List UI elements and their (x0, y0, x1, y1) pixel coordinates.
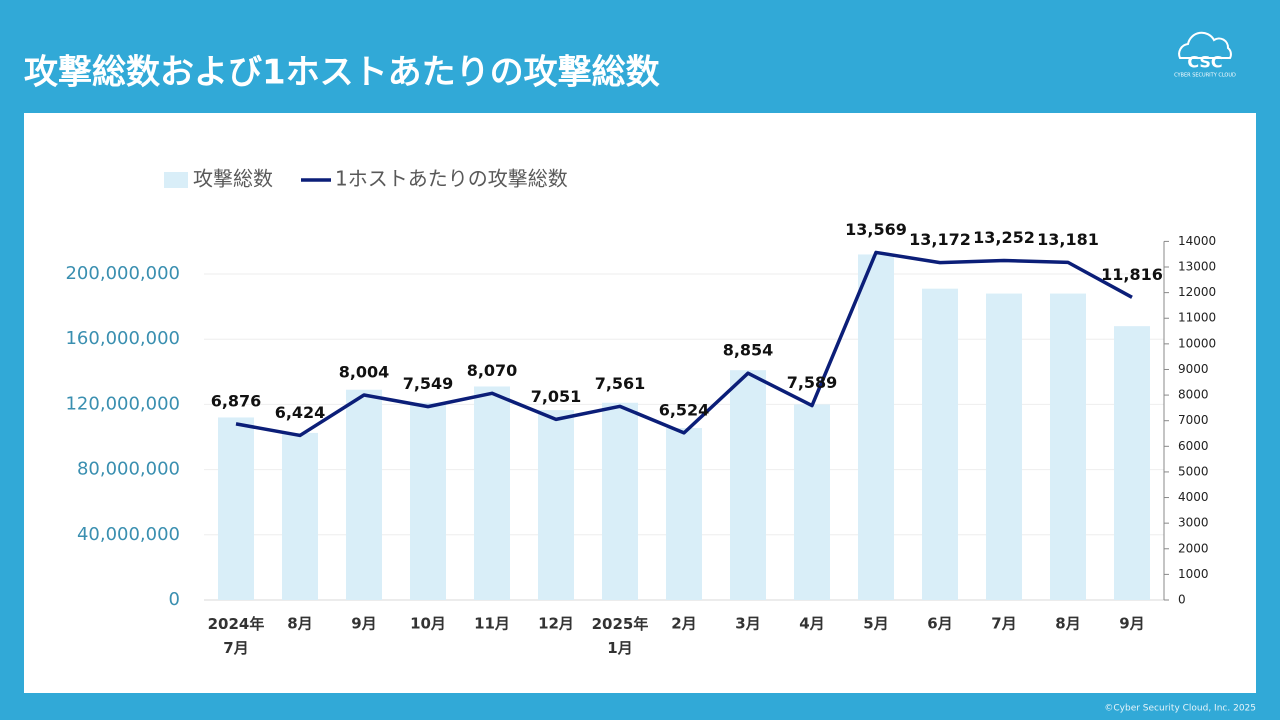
x-tick-label: 6月 (927, 615, 952, 633)
x-tick-label: 12月 (538, 615, 574, 633)
logo-text: CSC (1187, 53, 1222, 72)
y2-tick-label: 11000 (1178, 311, 1216, 325)
x-tick-label: 2025年 1月 (592, 615, 649, 657)
logo: CSC CYBER SECURITY CLOUD (1174, 31, 1236, 79)
y2-tick-label: 1000 (1178, 567, 1209, 581)
logo-subtext: CYBER SECURITY CLOUD (1174, 73, 1236, 79)
data-label: 8,004 (339, 362, 390, 381)
legend-swatch (164, 172, 188, 188)
y2-tick-label: 4000 (1178, 490, 1209, 504)
y-tick-label: 120,000,000 (65, 393, 180, 414)
x-tick-label: 11月 (474, 615, 510, 633)
bar (1114, 326, 1150, 600)
y2-tick-label: 0 (1178, 593, 1186, 607)
y2-tick-label: 3000 (1178, 516, 1209, 530)
y2-tick-label: 6000 (1178, 439, 1209, 453)
y2-tick-label: 13000 (1178, 260, 1216, 274)
x-tick-label: 2月 (671, 615, 696, 633)
y-tick-label: 80,000,000 (77, 459, 180, 480)
legend-label: 攻撃総数 (193, 167, 273, 191)
x-tick-label: 9月 (1119, 615, 1144, 633)
y2-tick-label: 14000 (1178, 234, 1216, 248)
data-label: 7,589 (787, 373, 838, 392)
x-tick-label: 9月 (351, 615, 376, 633)
y2-tick-label: 9000 (1178, 362, 1209, 376)
bar (602, 402, 638, 600)
slide-title: 攻撃総数および1ホストあたりの攻撃総数 (24, 53, 660, 93)
bar (730, 370, 766, 600)
data-label: 13,172 (909, 230, 971, 249)
y2-tick-label: 2000 (1178, 541, 1209, 555)
x-tick-label: 2024年 7月 (208, 615, 265, 657)
x-tick-label: 8月 (1055, 615, 1080, 633)
bar (794, 404, 830, 600)
x-tick-label: 5月 (863, 615, 888, 633)
data-label: 7,549 (403, 374, 454, 393)
bar (666, 428, 702, 600)
data-label: 11,816 (1101, 265, 1163, 284)
bar (538, 410, 574, 600)
bar (346, 389, 382, 600)
data-label: 7,561 (595, 374, 646, 393)
y2-tick-label: 12000 (1178, 285, 1216, 299)
bar (922, 288, 958, 600)
data-label: 8,070 (467, 361, 518, 380)
y2-tick-label: 8000 (1178, 388, 1209, 402)
bar (218, 417, 254, 600)
bar (1050, 293, 1086, 600)
y2-tick-label: 10000 (1178, 336, 1216, 350)
y-tick-label: 0 (169, 589, 180, 610)
x-tick-label: 4月 (799, 615, 824, 633)
y-tick-label: 40,000,000 (77, 524, 180, 545)
data-label: 13,181 (1037, 230, 1099, 249)
x-tick-label: 3月 (735, 615, 760, 633)
bar (474, 386, 510, 600)
data-label: 6,424 (275, 403, 326, 422)
y-tick-label: 200,000,000 (65, 263, 180, 284)
x-tick-label: 8月 (287, 615, 312, 633)
bar (858, 254, 894, 600)
data-label: 8,854 (723, 341, 774, 360)
x-tick-label: 7月 (991, 615, 1016, 633)
y-tick-label: 160,000,000 (65, 328, 180, 349)
data-label: 13,252 (973, 228, 1035, 247)
bar (282, 432, 318, 600)
legend-label: 1ホストあたりの攻撃総数 (335, 167, 568, 191)
y2-tick-label: 5000 (1178, 464, 1209, 478)
x-tick-label: 10月 (410, 615, 446, 633)
data-label: 6,876 (211, 391, 262, 410)
bar (410, 402, 446, 600)
bar (986, 293, 1022, 600)
line (235, 250, 1133, 438)
data-label: 13,569 (845, 220, 907, 239)
copyright: ©Cyber Security Cloud, Inc. 2025 (1104, 704, 1256, 714)
y2-tick-label: 7000 (1178, 413, 1209, 427)
data-label: 7,051 (531, 387, 582, 406)
data-label: 6,524 (659, 400, 710, 419)
